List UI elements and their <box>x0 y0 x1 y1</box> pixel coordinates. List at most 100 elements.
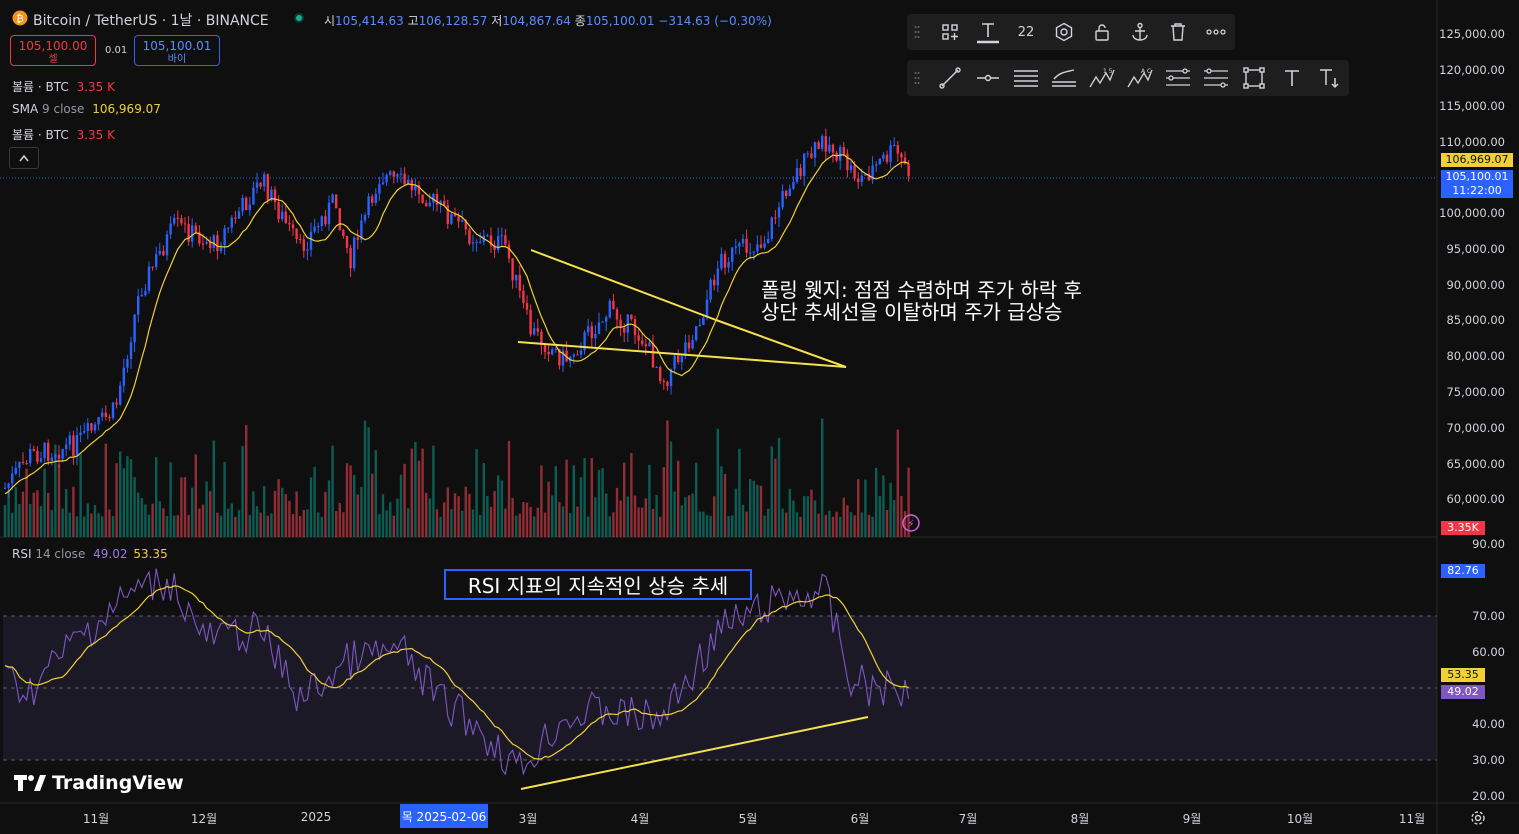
candle-body <box>687 342 691 349</box>
wedge-annotation-line2[interactable]: 상단 추세선을 이탈하며 주가 급상승 <box>761 300 1063 324</box>
svg-text:₿: ₿ <box>16 13 23 25</box>
buy-button[interactable]: 105,100.01 바이 <box>134 35 220 66</box>
drag-handle-icon[interactable] <box>907 60 927 96</box>
wedge-annotation-line1[interactable]: 폴링 웻지: 점점 수렴하며 주가 하락 후 <box>761 278 1082 302</box>
candle-body <box>151 266 154 268</box>
price-axis-label: 60,000.00 <box>1446 492 1505 506</box>
market-status-icon <box>293 12 305 28</box>
volume-bar <box>356 494 359 537</box>
volume-bar <box>860 512 863 537</box>
text-size-icon[interactable] <box>1311 60 1349 96</box>
candle-body <box>14 467 17 474</box>
template-icon[interactable] <box>931 14 969 50</box>
rectangle-icon[interactable] <box>1235 60 1273 96</box>
candle-body <box>407 180 410 185</box>
rsi-line <box>4 568 910 776</box>
trend-line-icon[interactable] <box>931 60 969 96</box>
anchor-icon[interactable] <box>1121 14 1159 50</box>
rsi-annotation-box[interactable]: RSI 지표의 지속적인 상승 추세 <box>444 569 752 600</box>
fib-retracement-icon[interactable] <box>1159 60 1197 96</box>
regression-icon[interactable] <box>1045 60 1083 96</box>
volume-bar <box>183 477 187 537</box>
candle-body <box>111 402 115 418</box>
candle-body <box>29 449 32 464</box>
candle-body <box>137 296 140 315</box>
alert-circle[interactable] <box>902 514 920 532</box>
settings-hexagon-icon[interactable] <box>1045 14 1083 50</box>
more-icon[interactable] <box>1197 14 1235 50</box>
candle-body <box>453 213 457 217</box>
candle-body <box>353 237 356 269</box>
volume-bar <box>72 486 75 537</box>
candle-body <box>731 247 734 263</box>
volume-legend-2[interactable]: 볼륨 · BTC 3.35 K <box>12 126 115 143</box>
candle-body <box>331 194 334 203</box>
volume-bar <box>140 498 143 537</box>
candle-body <box>425 202 428 207</box>
candle-body <box>392 171 395 177</box>
candle-body <box>615 309 619 320</box>
text-icon[interactable] <box>1273 60 1311 96</box>
bar-countdown-tag: 11:22:00 <box>1441 184 1513 198</box>
fib-extension-icon[interactable] <box>1197 60 1235 96</box>
candle-body <box>752 251 755 253</box>
symbol-title[interactable]: Bitcoin / TetherUS · 1날 · BINANCE <box>33 13 269 29</box>
candle-body <box>439 201 442 205</box>
parallel-channel-icon[interactable] <box>1007 60 1045 96</box>
volume-bar <box>795 512 799 537</box>
open-value: 105,414.63 <box>335 14 404 28</box>
volume-bar <box>482 462 485 537</box>
volume-bar <box>554 465 557 537</box>
wedge-upper-trendline-ext[interactable] <box>715 319 847 368</box>
volume-bar <box>410 448 413 537</box>
sma-legend[interactable]: SMA 9 close 106,969.07 <box>12 102 161 116</box>
candle-body <box>734 246 737 248</box>
sell-button[interactable]: 105,100.00 셀 <box>10 35 96 66</box>
volume-bar <box>788 488 791 537</box>
lock-icon[interactable] <box>1083 14 1121 50</box>
trash-icon[interactable] <box>1159 14 1197 50</box>
elliott-wave-icon[interactable]: 1 5 <box>1083 60 1121 96</box>
volume-bar <box>216 512 219 537</box>
volume-bar <box>259 512 262 537</box>
time-axis-label: 9월 <box>1182 812 1202 826</box>
line-width-value[interactable]: 22 <box>1017 24 1035 40</box>
xabcd-pattern-icon[interactable]: A C <box>1121 60 1159 96</box>
volume-bar <box>248 515 251 537</box>
volume-legend-2-name: 볼륨 · BTC <box>12 128 69 142</box>
collapse-legend-button[interactable] <box>9 147 39 169</box>
volume-bar <box>363 420 367 537</box>
candle-body <box>875 164 878 166</box>
rsi-trendline[interactable] <box>520 716 869 790</box>
volume-bar <box>889 482 892 537</box>
volume-bar <box>230 503 233 537</box>
candle-body <box>104 412 107 417</box>
text-tool-icon[interactable] <box>969 14 1007 50</box>
candle-body <box>702 317 705 325</box>
volume-legend[interactable]: 볼륨 · BTC 3.35 K <box>12 78 115 95</box>
volume-bar <box>277 479 280 537</box>
candle-body <box>119 385 122 405</box>
horizontal-ray-icon[interactable] <box>969 60 1007 96</box>
candle-body <box>831 144 835 153</box>
volume-bar <box>270 513 273 537</box>
candle-body <box>259 182 262 187</box>
wedge-lower-trendline[interactable] <box>517 341 847 368</box>
price-axis-label: 115,000.00 <box>1439 99 1505 113</box>
settings-gear-icon[interactable] <box>1470 810 1486 830</box>
tradingview-logo[interactable]: TradingView <box>14 772 184 794</box>
candle-body <box>788 188 791 197</box>
wedge-upper-trendline[interactable] <box>530 249 717 321</box>
candle-body <box>270 189 273 201</box>
candle-body <box>266 174 269 201</box>
rsi-legend[interactable]: RSI 14 close 49.02 53.35 <box>12 547 168 561</box>
candle-body <box>435 194 439 205</box>
candle-body <box>907 163 910 177</box>
candle-body <box>896 145 899 154</box>
volume-bar <box>50 510 53 537</box>
drag-handle-icon[interactable] <box>907 14 927 50</box>
candle-body <box>209 242 212 248</box>
volume-bar <box>342 512 345 537</box>
candle-body <box>500 235 503 237</box>
